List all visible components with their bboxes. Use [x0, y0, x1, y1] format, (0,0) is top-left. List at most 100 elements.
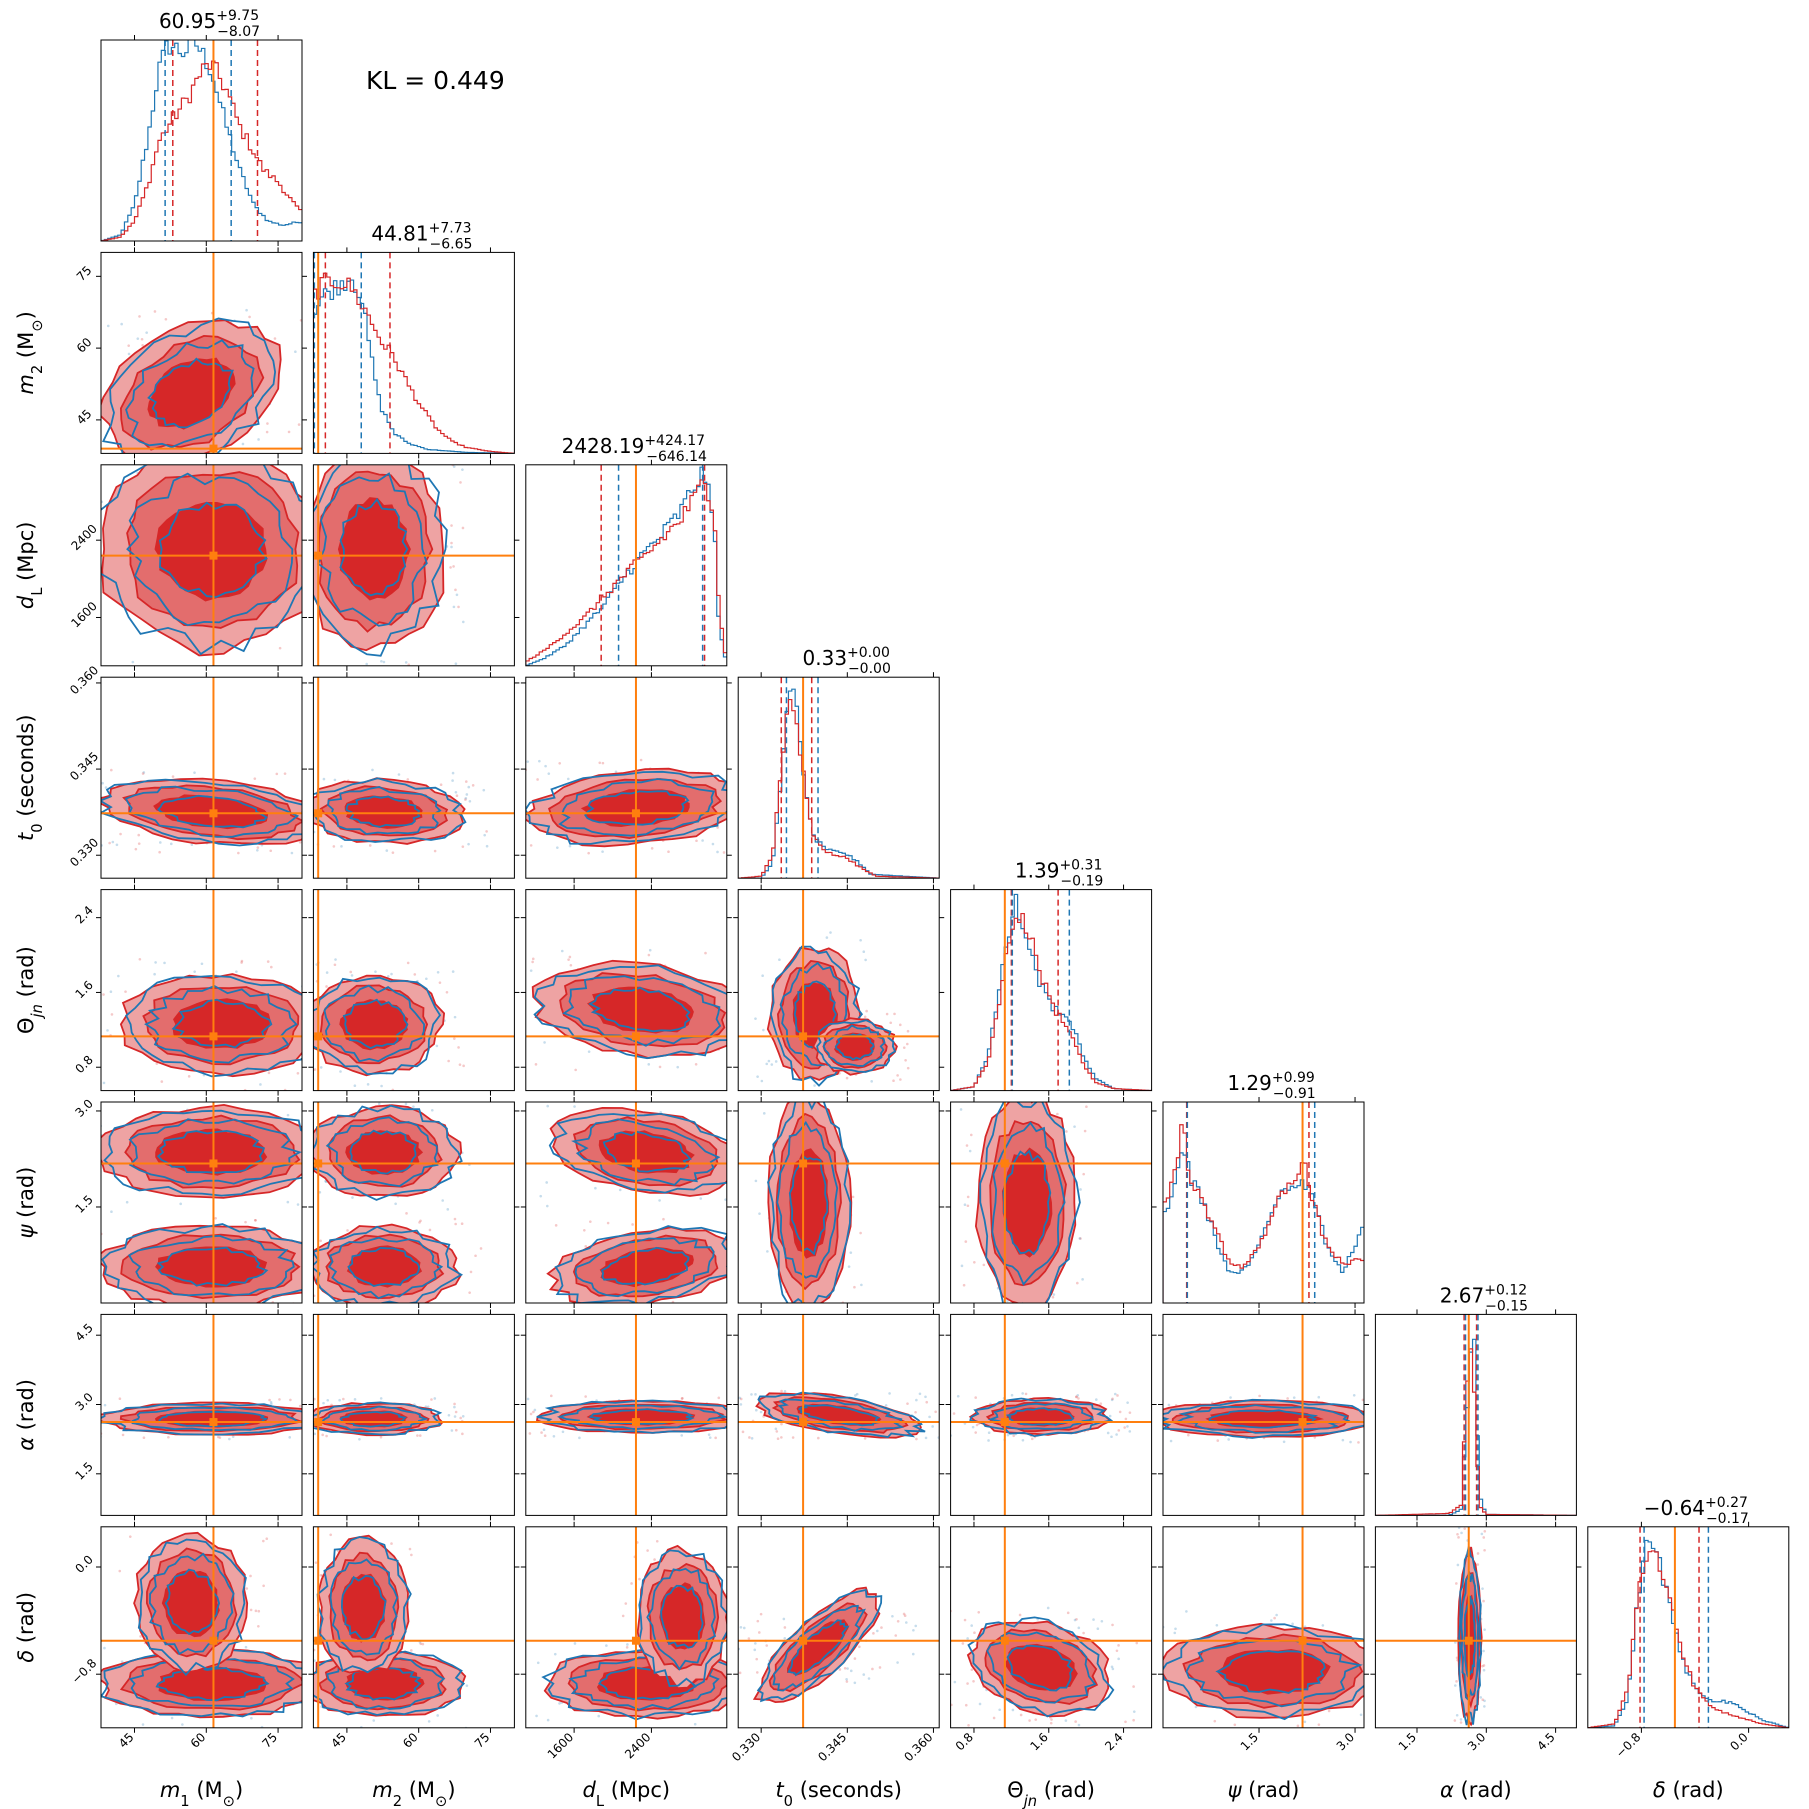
scatter-point: [302, 786, 305, 789]
scatter-point: [461, 526, 465, 530]
scatter-point: [1121, 1431, 1124, 1434]
scatter-point: [1480, 1532, 1484, 1536]
scatter-point: [63, 666, 66, 669]
scatter-point: [267, 1071, 271, 1075]
scatter-point: [533, 1408, 537, 1412]
panel-frame: [737, 1313, 940, 1516]
scatter-point: [1416, 1722, 1419, 1725]
blue-contour: [1215, 1650, 1326, 1694]
scatter-point: [1075, 1395, 1078, 1399]
scatter-point: [1216, 1439, 1220, 1442]
scatter-point: [465, 1684, 469, 1687]
scatter-point: [1129, 1671, 1132, 1674]
scatter-point: [104, 786, 108, 789]
red-histogram: [950, 912, 1152, 1091]
scatter-point: [313, 1294, 316, 1298]
scatter-point: [896, 1661, 899, 1664]
blue-contour: [171, 998, 273, 1049]
scatter-point: [1028, 1719, 1031, 1722]
blue-contour: [320, 1405, 429, 1432]
scatter-point: [943, 1641, 946, 1644]
scatter-point: [1048, 1338, 1051, 1341]
contour-panel-m1-delta: 45 60 75 −0.8 0.0: [69, 1521, 307, 1751]
scatter-point: [1399, 1692, 1402, 1695]
scatter-point: [339, 1070, 342, 1073]
scatter-point: [125, 1200, 129, 1204]
red-contour: [337, 497, 411, 601]
scatter-point: [1135, 1437, 1138, 1440]
scatter-point: [409, 1649, 413, 1652]
scatter-point: [262, 1584, 265, 1588]
y-tick-label: 3.0: [72, 1390, 95, 1413]
scatter-point: [747, 1407, 750, 1410]
scatter-point: [1079, 1188, 1082, 1191]
scatter-point: [306, 1436, 309, 1439]
scatter-point: [1388, 1645, 1391, 1648]
scatter-point: [885, 1012, 889, 1016]
scatter-point: [307, 769, 310, 772]
scatter-point: [859, 938, 862, 942]
scatter-point: [265, 430, 269, 434]
scatter-point: [1117, 1644, 1120, 1647]
axis-label-psi: ψ (rad): [1228, 1778, 1300, 1802]
panel-content: [101, 677, 310, 879]
scatter-point: [1465, 1523, 1468, 1526]
scatter-point: [70, 1275, 73, 1278]
scatter-point: [806, 1083, 809, 1086]
scatter-point: [546, 1718, 550, 1722]
truth-marker: [631, 1636, 640, 1645]
scatter-point: [461, 1432, 464, 1436]
scatter-point: [1071, 1325, 1074, 1328]
scatter-point: [558, 1702, 561, 1705]
scatter-point: [88, 1418, 91, 1421]
axis-label-dL: dL (Mpc): [583, 1778, 671, 1809]
scatter-point: [888, 1392, 891, 1395]
scatter-point: [559, 1099, 562, 1102]
contour-panel-t0-delta: 0.330 0.345 0.360: [728, 1521, 945, 1764]
scatter-point: [291, 1402, 294, 1405]
scatter-point: [1043, 1098, 1046, 1101]
y-tick-label: 0.0: [72, 1552, 95, 1575]
scatter-point: [65, 1438, 68, 1441]
scatter-point: [1286, 1397, 1289, 1400]
scatter-point: [769, 1321, 772, 1324]
scatter-point: [728, 1629, 731, 1632]
panel-content: [1375, 1314, 1577, 1516]
scatter-point: [430, 1095, 433, 1098]
scatter-point: [436, 970, 440, 974]
scatter-point: [838, 1668, 842, 1671]
blue-contour: [101, 1402, 302, 1436]
scatter-point: [1011, 1708, 1015, 1712]
blue-contour: [313, 1401, 443, 1436]
truth-marker: [1000, 1418, 1009, 1427]
scatter-point: [110, 1013, 114, 1016]
scatter-point: [758, 1016, 761, 1019]
scatter-point: [1046, 1606, 1050, 1610]
scatter-point: [309, 358, 312, 361]
blue-contour: [969, 1397, 1114, 1438]
scatter-point: [509, 854, 512, 857]
scatter-point: [517, 1032, 520, 1035]
scatter-point: [1117, 1399, 1120, 1402]
scatter-point: [458, 1063, 462, 1066]
scatter-point: [739, 1705, 742, 1708]
scatter-point: [589, 1220, 592, 1223]
scatter-point: [1021, 1438, 1025, 1442]
scatter-point: [966, 1204, 970, 1208]
scatter-point: [521, 1031, 524, 1034]
scatter-point: [455, 593, 459, 597]
scatter-point: [380, 659, 383, 663]
scatter-point: [1124, 1417, 1128, 1421]
scatter-point: [193, 970, 196, 973]
scatter-point: [292, 965, 295, 968]
scatter-point: [74, 1270, 77, 1273]
panel-content: [1163, 1102, 1364, 1303]
x-tick-label: 1600: [545, 1730, 576, 1761]
scatter-point: [329, 1533, 332, 1537]
scatter-point: [554, 1224, 558, 1227]
scatter-point: [399, 460, 402, 463]
scatter-point: [325, 985, 328, 988]
scatter-point: [694, 1062, 698, 1066]
scatter-point: [77, 445, 80, 448]
blue-contour: [131, 1406, 299, 1432]
